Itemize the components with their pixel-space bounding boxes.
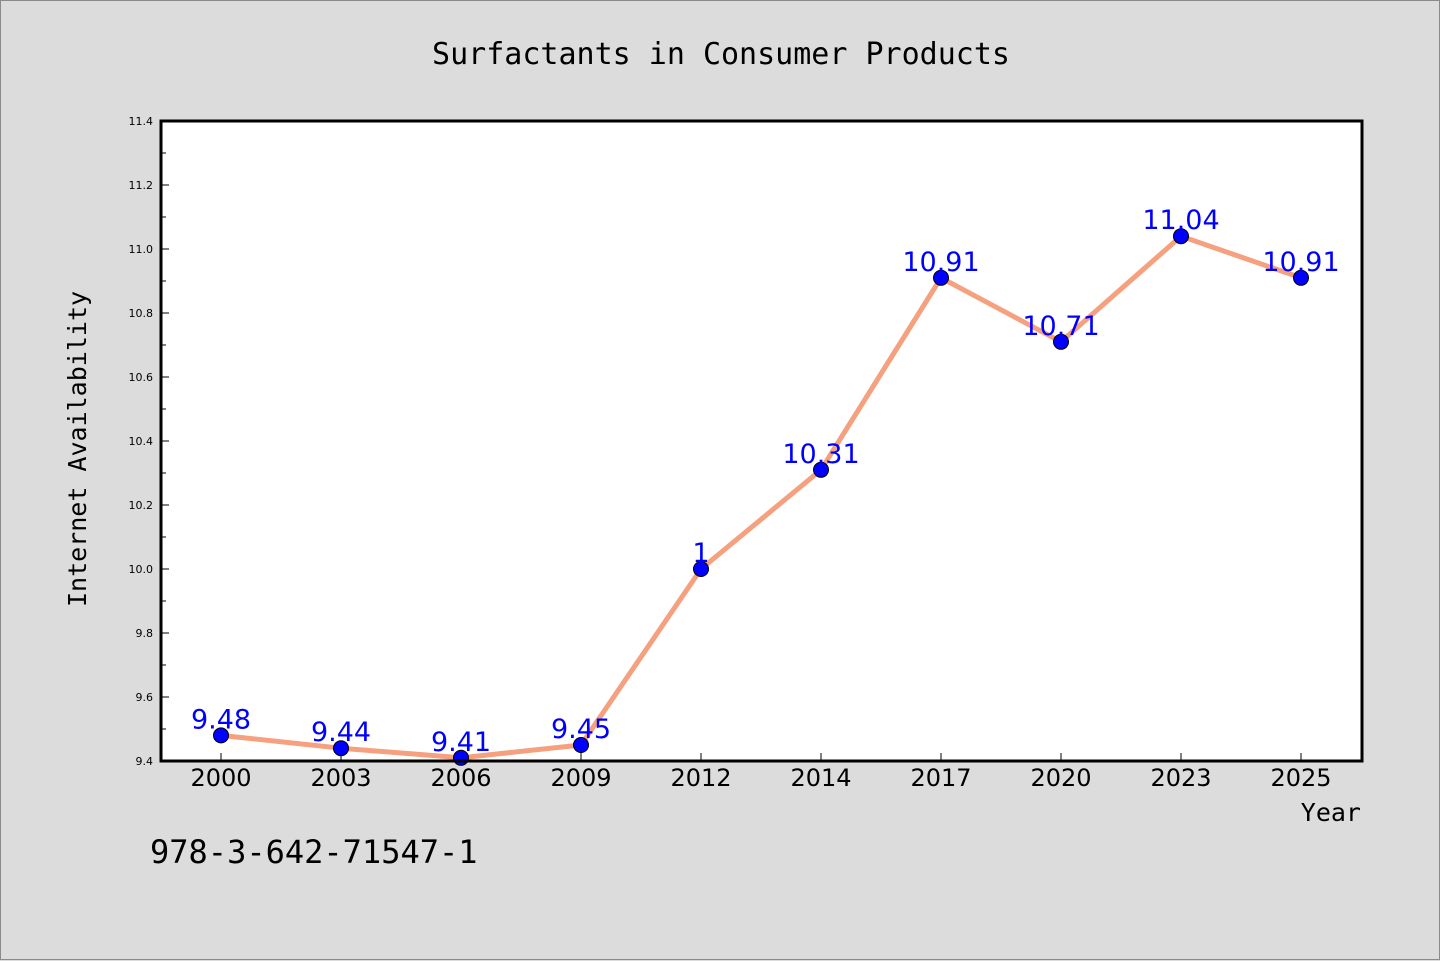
- data-label: 9.48: [191, 704, 251, 735]
- data-labels: 9.48 9.44 9.41 9.45 1 10.31 10.91 10.71 11.04 10.…: [191, 205, 1340, 758]
- data-point-marker: [1173, 228, 1189, 245]
- data-point-marker: [333, 740, 349, 757]
- series-line: [218, 233, 1304, 761]
- x-tick-label: 2012: [670, 764, 731, 792]
- x-tick-label: 2014: [790, 764, 851, 792]
- plot-area: [161, 121, 1362, 761]
- x-axis: 2000 2003 2006 2009 2012 2014 2017 2020 2023 2025: [190, 753, 1332, 792]
- series-markers: [213, 228, 1309, 766]
- y-axis-label: Internet Availability: [63, 291, 92, 607]
- isbn-annotation: 978-3-642-71547-1: [150, 833, 478, 871]
- data-label: 10.31: [782, 439, 859, 470]
- y-tick-label: 10.4: [129, 435, 154, 448]
- data-point-marker: [693, 561, 709, 577]
- x-tick-label: 2017: [910, 764, 971, 792]
- plot-frame: [159, 119, 1364, 763]
- y-tick-label: 9.6: [136, 691, 154, 704]
- data-label: 10.71: [1022, 311, 1099, 342]
- data-label: 9.45: [551, 714, 611, 745]
- y-tick-label: 11.2: [129, 179, 154, 192]
- data-label: 10.91: [1262, 247, 1339, 278]
- chart-title: Surfactants in Consumer Products: [432, 37, 1010, 72]
- data-point-marker: [933, 269, 949, 286]
- data-point-marker: [1053, 333, 1069, 350]
- data-point-marker: [213, 727, 229, 744]
- y-tick-label: 11.0: [129, 243, 154, 256]
- y-tick-label: 10.8: [129, 307, 154, 320]
- x-tick-label: 2003: [310, 764, 371, 792]
- data-point-marker: [573, 737, 589, 753]
- y-tick-label: 10.2: [129, 499, 154, 512]
- x-tick-label: 2023: [1150, 764, 1211, 792]
- x-tick-label: 2025: [1270, 764, 1331, 792]
- x-tick-label: 2009: [550, 764, 611, 792]
- x-tick-label: 2006: [430, 764, 491, 792]
- data-point-marker: [813, 461, 829, 478]
- data-label: 11.04: [1142, 205, 1219, 236]
- y-tick-label: 9.8: [136, 627, 154, 640]
- data-label: 9.41: [431, 727, 491, 758]
- data-point-marker: [1293, 269, 1309, 286]
- x-tick-label: 2020: [1030, 764, 1091, 792]
- x-axis-label: Year: [1301, 798, 1361, 827]
- y-tick-label: 11.4: [129, 115, 154, 128]
- y-tick-label: 10.6: [129, 371, 154, 384]
- y-tick-label: 9.4: [136, 755, 154, 768]
- y-axis: 9.4 9.6 9.8 10.0 10.2 10.4 10.6 10.8 11.0 11.2 11.…: [129, 115, 169, 768]
- data-label: 9.44: [311, 717, 371, 748]
- x-tick-label: 2000: [190, 764, 251, 792]
- data-label: 1: [692, 538, 709, 569]
- y-tick-label: 10.0: [129, 563, 154, 576]
- data-label: 10.91: [902, 247, 979, 278]
